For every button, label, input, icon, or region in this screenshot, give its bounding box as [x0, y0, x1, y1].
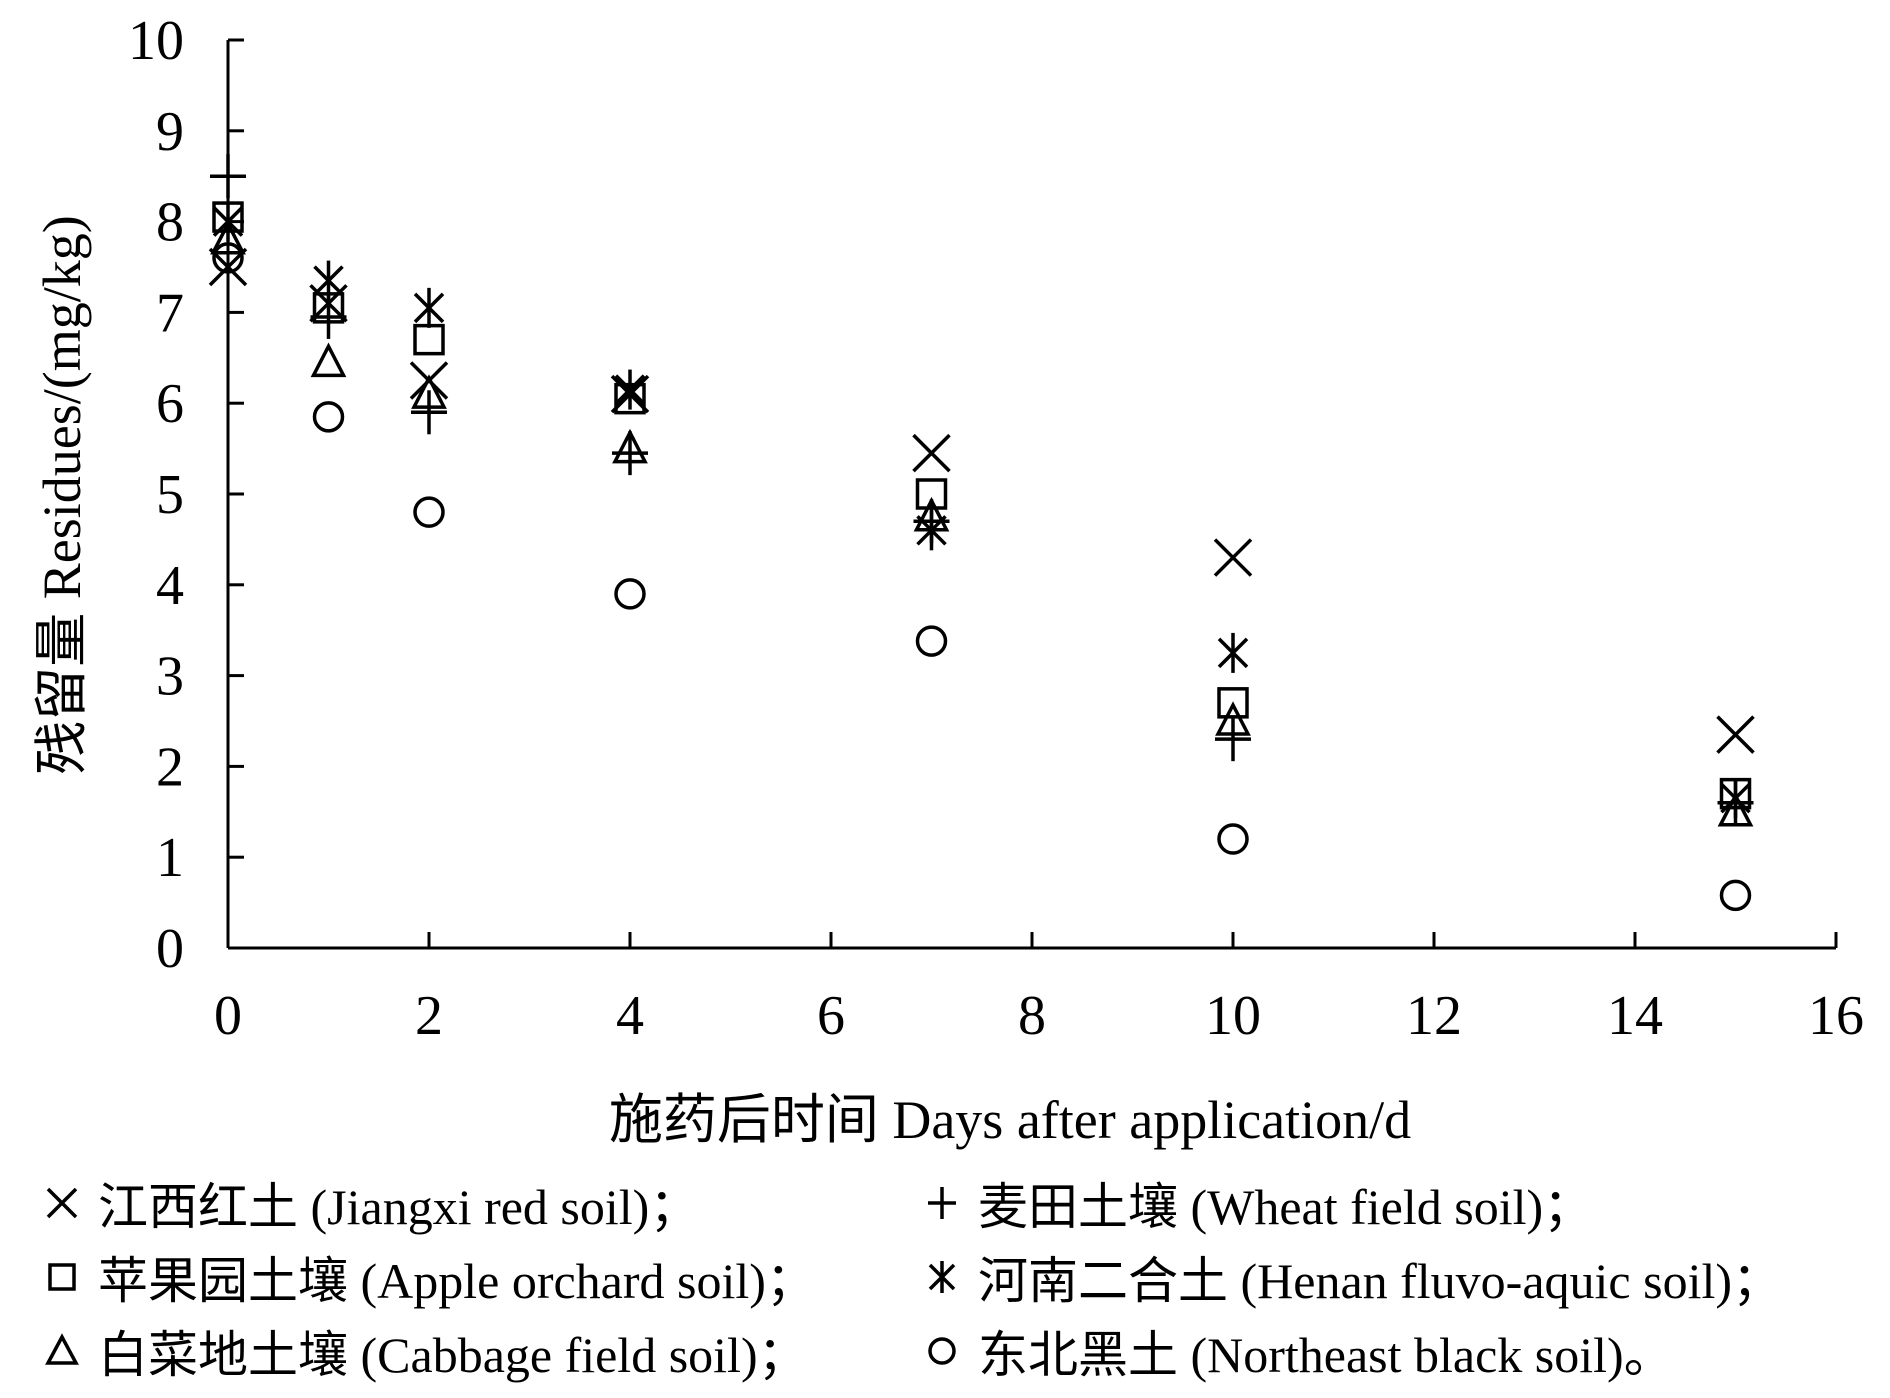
legend-label: 东北黑土 (Northeast black soil)。	[978, 1327, 1674, 1383]
x-tick-label: 10	[1205, 985, 1261, 1047]
x-tick-label: 0	[214, 985, 242, 1047]
data-point	[1217, 632, 1249, 673]
data-point	[212, 242, 244, 274]
legend-label: 河南二合土 (Henan fluvo-aquic soil)；	[978, 1253, 1783, 1309]
y-axis-title: 残留量 Residues/(mg/kg)	[32, 215, 92, 774]
legend-item-jiangxi: 江西红土 (Jiangxi red soil)；	[40, 1172, 920, 1235]
data-point	[310, 294, 347, 339]
data-point	[1217, 687, 1249, 719]
x-tick-label: 12	[1406, 985, 1462, 1047]
data-point	[413, 323, 445, 356]
x-tick-label: 16	[1808, 985, 1864, 1047]
x-tick-label: 2	[415, 985, 443, 1047]
x-axis-title: 施药后时间 Days after application/d	[609, 1090, 1411, 1150]
legend-label: 苹果园土壤 (Apple orchard soil)；	[98, 1253, 816, 1309]
data-point	[912, 433, 951, 473]
data-point	[411, 390, 447, 435]
legend: 江西红土 (Jiangxi red soil)； 麦田土壤 (Wheat fie…	[40, 1172, 1880, 1383]
y-tick-label: 6	[156, 373, 184, 435]
data-point	[413, 287, 445, 328]
data-point	[210, 154, 246, 199]
data-point	[413, 496, 445, 528]
y-tick-label: 4	[156, 555, 184, 617]
data-point	[915, 478, 948, 510]
y-tick-label: 7	[156, 282, 184, 344]
data-marks	[208, 154, 1755, 912]
data-point	[313, 260, 344, 301]
x-tick-label: 8	[1018, 985, 1046, 1047]
data-point	[411, 374, 447, 409]
data-point	[1217, 823, 1249, 855]
legend-item-wheat: 麦田土壤 (Wheat field soil)；	[920, 1172, 1880, 1235]
data-point	[612, 428, 648, 464]
x-tick-label: 14	[1607, 985, 1663, 1047]
x-tick-label: 6	[817, 985, 845, 1047]
data-point	[1719, 879, 1752, 912]
triangle-marker-icon	[45, 1333, 79, 1365]
x-tick-label: 4	[616, 985, 644, 1047]
legend-item-northeast: 东北黑土 (Northeast black soil)。	[920, 1320, 1880, 1383]
x-marker-icon	[46, 1187, 78, 1219]
y-tick-label: 10	[128, 10, 184, 72]
y-tick-label: 2	[156, 736, 184, 798]
legend-label: 白菜地土壤 (Cabbage field soil)；	[98, 1327, 808, 1383]
data-point	[1716, 715, 1755, 754]
y-tick-label: 3	[156, 646, 184, 708]
data-point	[614, 578, 646, 610]
data-point	[312, 401, 345, 433]
y-tick-label: 9	[156, 101, 184, 163]
data-point	[913, 496, 950, 532]
y-tick-label: 8	[156, 192, 184, 254]
data-point	[612, 431, 648, 476]
data-point	[915, 625, 948, 657]
legend-item-apple: 苹果园土壤 (Apple orchard soil)；	[40, 1246, 920, 1309]
square-marker-icon	[48, 1263, 76, 1291]
y-tick-label: 5	[156, 464, 184, 526]
data-point	[614, 369, 646, 410]
plus-marker-icon	[928, 1187, 956, 1219]
asterisk-marker-icon	[928, 1261, 956, 1293]
legend-label: 麦田土壤 (Wheat field soil)；	[978, 1179, 1594, 1235]
data-point	[1215, 717, 1251, 762]
legend-item-henan: 河南二合土 (Henan fluvo-aquic soil)；	[920, 1246, 1880, 1309]
data-point	[1717, 791, 1754, 827]
data-point	[1213, 538, 1253, 577]
y-tick-label: 0	[156, 918, 184, 980]
data-point	[1215, 701, 1251, 736]
data-point	[310, 342, 347, 378]
legend-item-cabbage: 白菜地土壤 (Cabbage field soil)；	[40, 1320, 920, 1383]
y-tick-label: 1	[156, 827, 184, 889]
legend-label: 江西红土 (Jiangxi red soil)；	[98, 1179, 700, 1235]
circle-marker-icon	[928, 1337, 956, 1365]
data-point	[210, 219, 246, 255]
